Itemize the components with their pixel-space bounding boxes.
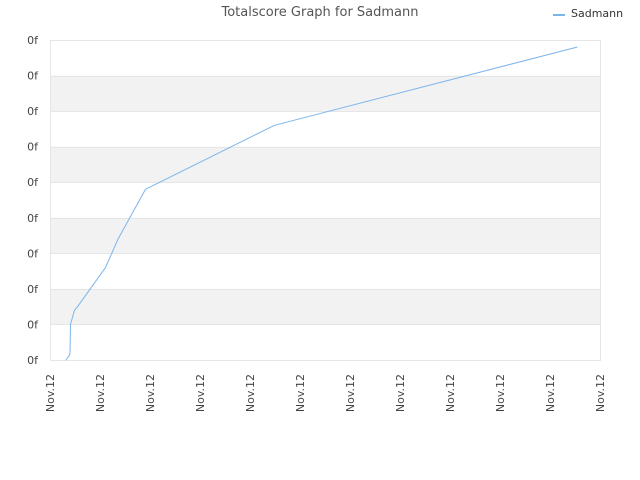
- x-tick-label: Nov.12: [444, 374, 457, 412]
- x-tick-label: Nov.12: [244, 374, 257, 412]
- plot-band: [50, 146, 600, 183]
- legend[interactable]: Sadmann: [553, 7, 623, 20]
- x-tick-label: Nov.12: [94, 374, 107, 412]
- y-tick-label: 0f: [27, 105, 39, 118]
- y-tick-label: 0f: [27, 247, 39, 260]
- x-tick-label: Nov.12: [44, 374, 57, 412]
- legend-label-sadmann[interactable]: Sadmann: [571, 7, 624, 20]
- x-tick-label: Nov.12: [494, 374, 507, 412]
- x-tick-label: Nov.12: [344, 374, 357, 412]
- x-tick-label: Nov.12: [194, 374, 207, 412]
- y-axis-ticks: 0f 0f 0f 0f 0f 0f 0f 0f 0f 0f: [27, 34, 39, 367]
- y-tick-label: 0f: [27, 141, 39, 154]
- y-tick-label: 0f: [27, 34, 39, 47]
- y-tick-label: 0f: [27, 354, 39, 367]
- plot-border: [50, 40, 601, 361]
- y-tick-label: 0f: [27, 283, 39, 296]
- plot-band: [50, 75, 600, 112]
- y-tick-label: 0f: [27, 318, 39, 331]
- y-tick-label: 0f: [27, 212, 39, 225]
- x-axis-ticks: Nov.12 Nov.12 Nov.12 Nov.12 Nov.12 Nov.12 Nov.…: [44, 374, 607, 412]
- legend-line-icon: [553, 13, 565, 16]
- y-tick-label: 0f: [27, 176, 39, 189]
- x-tick-label: Nov.12: [144, 374, 157, 412]
- x-tick-label: Nov.12: [294, 374, 307, 412]
- x-tick-label: Nov.12: [594, 374, 607, 412]
- chart-title: Totalscore Graph for Sadmann: [221, 5, 419, 20]
- x-tick-label: Nov.12: [394, 374, 407, 412]
- y-tick-label: 0f: [27, 70, 39, 83]
- plot-band: [50, 217, 600, 254]
- x-tick-label: Nov.12: [544, 374, 557, 412]
- series-layer: [65, 46, 578, 361]
- plot-bands: [50, 75, 600, 325]
- series-line-sadmann[interactable]: [65, 46, 578, 361]
- plot-band: [50, 288, 600, 325]
